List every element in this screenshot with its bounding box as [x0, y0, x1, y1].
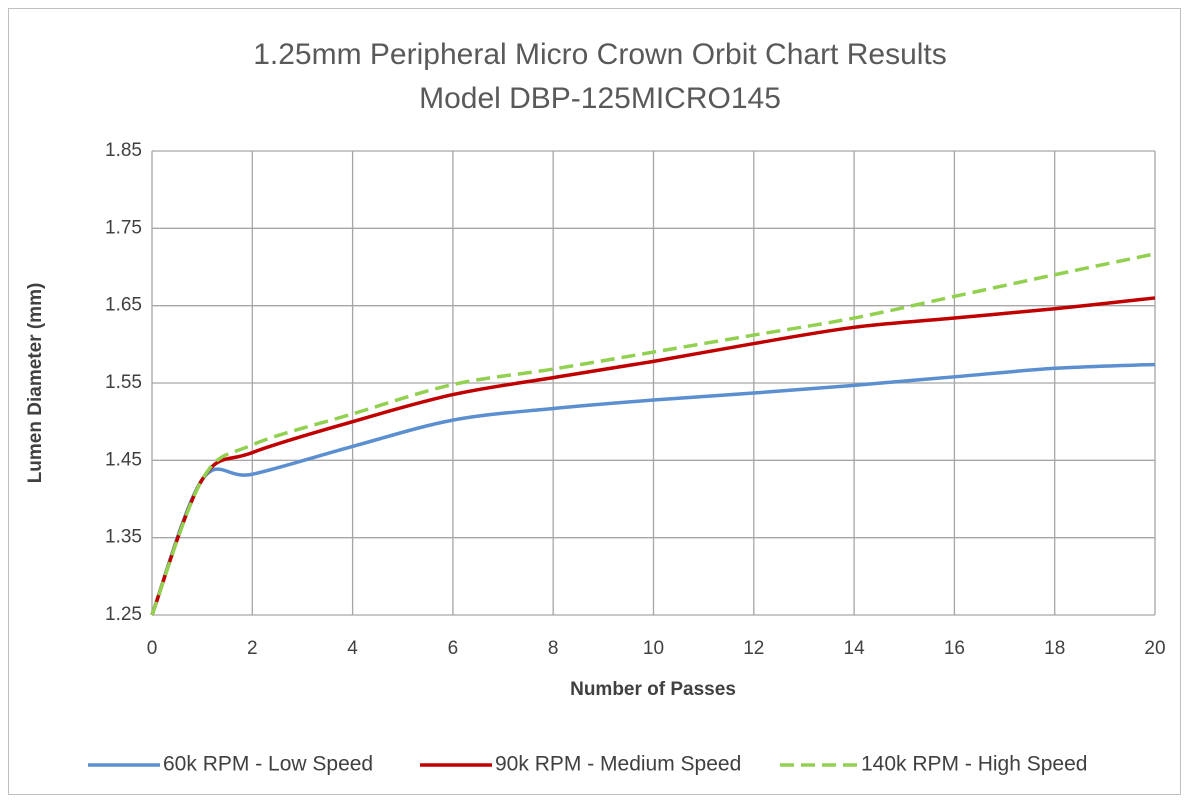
- y-tick-label: 1.55: [105, 372, 142, 393]
- x-tick-label: 10: [643, 638, 664, 659]
- y-tick-label: 1.75: [105, 217, 142, 238]
- x-tick-label: 2: [247, 638, 258, 659]
- x-tick-label: 14: [844, 638, 866, 659]
- x-tick-label: 8: [548, 638, 559, 659]
- data-line: [150, 362, 1156, 616]
- y-tick-label: 1.45: [105, 449, 142, 470]
- x-tick-label: 20: [1144, 638, 1165, 659]
- x-axis-title: Number of Passes: [570, 679, 736, 700]
- data-line: [150, 252, 1156, 616]
- x-tick-label: 0: [147, 638, 158, 659]
- y-tick-label: 1.35: [105, 527, 142, 548]
- x-tick-label: 4: [347, 638, 358, 659]
- x-tick-label: 6: [448, 638, 459, 659]
- x-tick-label: 16: [944, 638, 965, 659]
- chart-border: [8, 8, 1181, 795]
- legend-label: 90k RPM - Medium Speed: [495, 753, 741, 776]
- legend-label: 140k RPM - High Speed: [861, 753, 1087, 776]
- data-line: [150, 296, 1156, 616]
- y-axis-title: Lumen Diameter (mm): [25, 283, 46, 484]
- x-tick-label: 12: [743, 638, 764, 659]
- y-tick-label: 1.85: [105, 140, 142, 161]
- y-tick-label: 1.25: [105, 604, 142, 625]
- y-tick-label: 1.65: [105, 295, 142, 316]
- x-tick-label: 18: [1044, 638, 1065, 659]
- chart-title: 1.25mm Peripheral Micro Crown Orbit Char…: [253, 38, 947, 71]
- legend-label: 60k RPM - Low Speed: [163, 753, 373, 776]
- chart-subtitle: Model DBP-125MICRO145: [419, 82, 781, 115]
